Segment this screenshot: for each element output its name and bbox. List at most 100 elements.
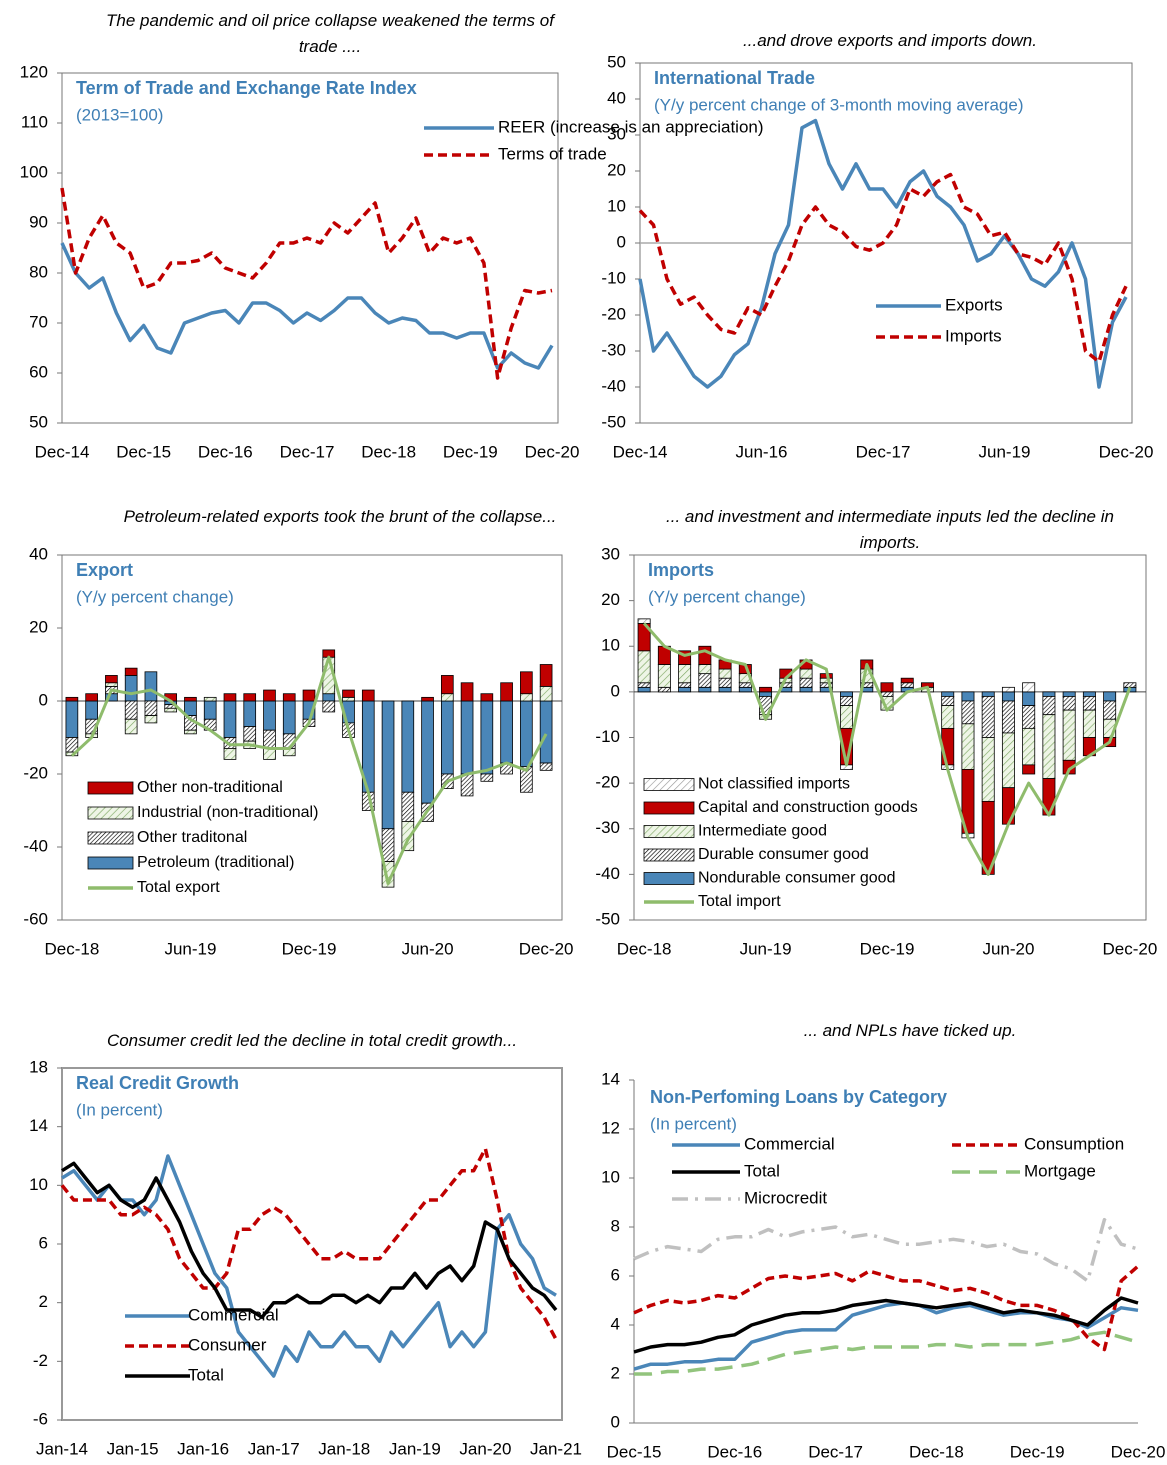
bar-segment [738,686,752,693]
x-tick-label: Jan-20 [459,1439,511,1458]
y-tick-label: -40 [601,376,626,395]
bar-segment [1062,759,1076,775]
panel-title: ... and NPLs have ticked up. [803,1021,1017,1040]
bar-segment [981,691,995,697]
bar-segment [203,696,217,702]
bar-segment [539,686,553,702]
bar-segment [223,700,237,738]
bar-segment [322,700,336,713]
bar-segment [243,726,257,742]
bar-segment [460,773,474,797]
y-tick-label: -6 [33,1409,48,1428]
y-tick-label: 10 [607,196,626,215]
bar-segment [184,729,197,735]
legend-swatch [643,848,695,862]
bar-segment [480,773,494,782]
y-tick-label: 20 [607,160,626,179]
bar-segment [539,762,553,771]
y-tick-label: 14 [601,1069,620,1088]
x-tick-label: Dec-20 [525,442,580,461]
legend-label: Exports [945,295,1003,314]
legend-label: Commercial [188,1305,279,1324]
bar-segment [184,700,197,717]
bar-segment [520,766,533,793]
x-tick-label: Dec-16 [707,1442,762,1461]
legend-label: Petroleum (traditional) [137,854,294,871]
y-tick-label: 8 [611,1216,620,1235]
y-tick-label: -50 [595,909,620,928]
bar-segment [144,671,158,702]
panel-title: Consumer credit led the decline in total… [106,1031,518,1050]
bar-segment [637,618,651,624]
y-tick-label: 0 [617,232,626,251]
bar-segment [1022,691,1036,706]
y-tick-label: -40 [595,864,620,883]
bar-segment [381,700,395,830]
y-tick-label: 110 [21,112,48,131]
x-tick-label: Dec-15 [607,1442,662,1461]
x-tick-label: Jan-14 [36,1439,88,1458]
y-tick-label: -30 [601,340,626,359]
bar-segment [302,689,316,702]
bar-segment [243,700,257,727]
bar-segment [480,700,494,775]
x-tick-label: Dec-20 [1099,442,1154,461]
bar-segment [759,691,773,697]
panel-title: The pandemic and oil price collapse weak… [106,11,554,56]
x-tick-label: Dec-14 [613,442,668,461]
plot-frame [61,72,559,424]
y-tick-label: -10 [601,268,626,287]
bar-segment [105,675,118,684]
bar-segment [961,691,975,702]
bar-segment [361,689,375,702]
x-tick-label: Dec-14 [35,442,90,461]
legend-swatch [643,825,695,838]
bar-segment [698,664,712,675]
inner-subtitle: (Y/y percent change) [648,587,806,606]
bar-segment [342,696,355,702]
bar-segment [322,693,336,702]
bar-segment [263,729,276,749]
x-tick-label: Dec-18 [361,442,416,461]
x-tick-label: Dec-19 [860,939,915,958]
bar-segment [440,675,454,695]
legend-label: Other traditonal [137,829,247,846]
inner-subtitle: (2013=100) [76,105,163,124]
data-line [60,187,553,380]
y-tick-label: 6 [39,1233,48,1252]
legend-swatch [643,801,695,815]
bar-segment [1103,691,1117,702]
bar-segment [900,677,914,684]
y-tick-label: -20 [601,304,626,323]
panel-title: ... and investment and intermediate inpu… [666,507,1114,552]
legend-swatch [643,872,695,885]
y-tick-label: -20 [595,773,620,792]
y-tick-label: 0 [611,1412,620,1431]
bar-segment [282,693,296,702]
bar-segment [900,682,914,688]
inner-title: Term of Trade and Exchange Rate Index [76,78,417,98]
data-line [633,1296,1139,1354]
bar-segment [941,705,955,729]
inner-subtitle: (Y/y percent change) [76,587,234,606]
x-tick-label: Jun-19 [740,939,792,958]
bar-segment [799,668,813,679]
bar-segment [520,671,533,695]
bar-segment [164,707,178,713]
legend-label: Industrial (non-traditional) [137,804,318,821]
bar-segment [223,693,237,702]
bar-segment [85,693,98,702]
bar-segment [520,700,533,768]
bar-segment [401,700,415,793]
bar-segment [223,748,237,760]
x-tick-label: Jun-19 [979,442,1031,461]
legend-swatch [87,856,134,870]
panel-title: ...and drove exports and imports down. [743,31,1037,50]
x-tick-label: Jun-16 [736,442,788,461]
y-tick-label: 50 [607,52,626,71]
bar-segment [961,723,975,770]
x-tick-label: Dec-20 [1111,1442,1166,1461]
bar-segment [124,718,138,735]
bar-segment [738,682,752,688]
